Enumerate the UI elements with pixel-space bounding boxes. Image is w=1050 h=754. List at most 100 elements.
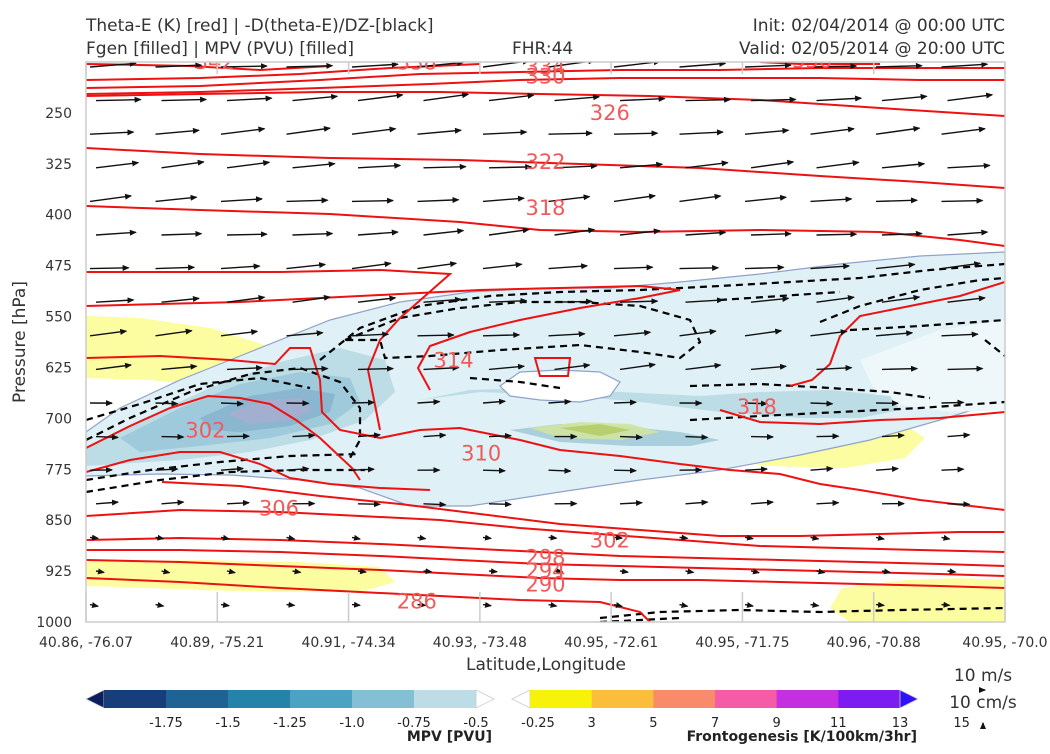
wind-vector xyxy=(876,605,884,606)
colorbar-segment xyxy=(592,690,654,708)
theta-e-label: 302 xyxy=(185,419,225,443)
theta-e-label: 286 xyxy=(397,590,437,614)
x-tick-label: 40.86, -76.07 xyxy=(39,635,133,651)
theta-e-label: 290 xyxy=(525,573,565,597)
colorbar-max-arrow xyxy=(900,690,918,708)
wind-vector xyxy=(948,504,970,505)
wind-vector xyxy=(948,369,983,370)
colorbar-segment xyxy=(352,690,415,708)
colorbar-segment xyxy=(530,690,592,708)
colorbar-segment xyxy=(290,690,353,708)
colorbar-segment xyxy=(777,690,839,708)
colorbar-tick-label: -1.0 xyxy=(339,716,364,731)
wind-vector xyxy=(221,403,243,404)
wind-vector xyxy=(811,403,833,404)
wind-vector xyxy=(358,504,380,505)
colorbar-tick-label: 3 xyxy=(588,716,596,731)
wind-ref-vertical: 10 cm/s xyxy=(949,693,1017,713)
theta-e-label: 318 xyxy=(737,395,777,419)
y-tick-label: 250 xyxy=(45,106,72,122)
wind-vector xyxy=(483,470,505,471)
wind-vector xyxy=(614,402,636,403)
y-tick-label: 850 xyxy=(45,513,72,529)
wind-vector xyxy=(227,234,267,235)
wind-vector xyxy=(358,369,393,370)
wind-vector xyxy=(686,437,708,438)
y-tick-label: 475 xyxy=(45,259,72,275)
colorbar-min-arrow xyxy=(512,690,530,708)
x-tick-label: 40.95, -72.61 xyxy=(564,635,658,651)
colorbar-tick-label: -0.25 xyxy=(521,716,555,731)
wind-vector xyxy=(156,403,178,404)
wind-ref-horizontal: 10 m/s xyxy=(954,666,1012,686)
colorbar-tick-label: -1.5 xyxy=(215,716,240,731)
y-tick-label: 1000 xyxy=(36,615,72,631)
wind-vector xyxy=(489,571,497,572)
wind-vector xyxy=(555,301,592,302)
wind-vector xyxy=(96,100,141,101)
wind-vector xyxy=(686,100,731,101)
forecast-hour: FHR:44 xyxy=(512,39,573,59)
colorbar-segment xyxy=(104,690,167,708)
wind-vector xyxy=(483,335,519,336)
wind-vector xyxy=(882,369,917,370)
wind-vector xyxy=(293,369,328,370)
wind-vector xyxy=(680,537,688,538)
y-tick-label: 550 xyxy=(45,310,72,326)
wind-vector xyxy=(352,605,360,606)
x-tick-label: 40.93, -73.48 xyxy=(433,635,527,651)
wind-vector xyxy=(489,436,511,437)
wind-vector xyxy=(489,504,511,505)
wind-vector xyxy=(549,470,571,471)
theta-e-label: 314 xyxy=(434,349,474,373)
theta-e-label: 306 xyxy=(259,497,299,521)
y-tick-label: 700 xyxy=(45,411,72,427)
colorbar-tick-label: -1.25 xyxy=(273,716,307,731)
x-tick-label: 40.95, -71.75 xyxy=(695,635,789,651)
theta-e-label: 322 xyxy=(525,150,565,174)
x-axis-label: Latitude,Longitude xyxy=(466,655,626,675)
theta-e-label: 310 xyxy=(461,442,501,466)
colorbar-segment xyxy=(166,690,229,708)
valid-time: Valid: 02/05/2014 @ 20:00 UTC xyxy=(739,39,1005,59)
colorbar-segment xyxy=(838,690,900,708)
theta-e-label: 330 xyxy=(525,64,565,88)
wind-vector xyxy=(90,268,129,269)
x-tick-label: 40.96, -70.88 xyxy=(827,635,921,651)
x-tick-label: 40.89, -75.21 xyxy=(170,635,264,651)
y-tick-label: 925 xyxy=(45,564,72,580)
mpv-colorbar: -1.75-1.5-1.25-1.0-0.75-0.5-0.25 xyxy=(86,690,555,731)
colorbar-segment xyxy=(228,690,291,708)
wind-vector xyxy=(90,537,98,538)
wind-vector xyxy=(817,234,857,235)
wind-vector xyxy=(549,537,557,538)
colorbar-segment xyxy=(715,690,777,708)
colorbar-segment xyxy=(653,690,715,708)
wind-vector xyxy=(424,571,432,572)
wind-vector xyxy=(418,335,454,336)
colorbar-max-arrow xyxy=(476,690,494,708)
colorbar-segment xyxy=(414,690,477,708)
wind-vector xyxy=(942,469,964,470)
x-tick-label: 40.91, -74.34 xyxy=(302,635,396,651)
y-axis-label: Pressure [hPa] xyxy=(10,281,30,403)
y-tick-label: 625 xyxy=(45,360,72,376)
wind-vector xyxy=(352,402,374,403)
colorbar-tick-label: -1.75 xyxy=(149,716,183,731)
mpv-fill-white-hole xyxy=(500,370,620,402)
wind-vector xyxy=(942,402,964,403)
wind-vector xyxy=(620,437,642,438)
colorbar-tick-label: 5 xyxy=(649,716,657,731)
init-time: Init: 02/04/2014 @ 00:00 UTC xyxy=(753,16,1005,36)
wind-vector xyxy=(942,605,950,606)
frontogenesis-colorbar-title: Frontogenesis [K/100km/3hr] xyxy=(687,729,917,745)
wind-vector xyxy=(287,605,295,606)
theta-e-label: 302 xyxy=(590,529,630,553)
y-tick-label: 400 xyxy=(45,208,72,224)
wind-vector xyxy=(680,268,719,269)
wind-vector xyxy=(96,437,118,438)
